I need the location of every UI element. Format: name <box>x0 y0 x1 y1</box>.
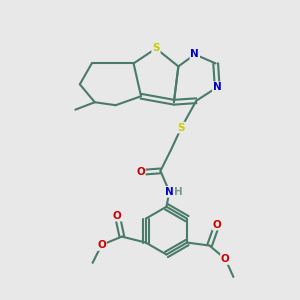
Text: H: H <box>174 187 183 197</box>
Text: S: S <box>152 44 160 53</box>
Text: O: O <box>221 254 230 264</box>
Text: N: N <box>190 50 199 59</box>
Text: O: O <box>113 211 122 221</box>
Text: O: O <box>213 220 221 230</box>
Text: O: O <box>97 240 106 250</box>
Text: S: S <box>178 123 185 133</box>
Text: O: O <box>136 167 145 177</box>
Text: N: N <box>213 82 222 92</box>
Text: N: N <box>165 187 174 197</box>
